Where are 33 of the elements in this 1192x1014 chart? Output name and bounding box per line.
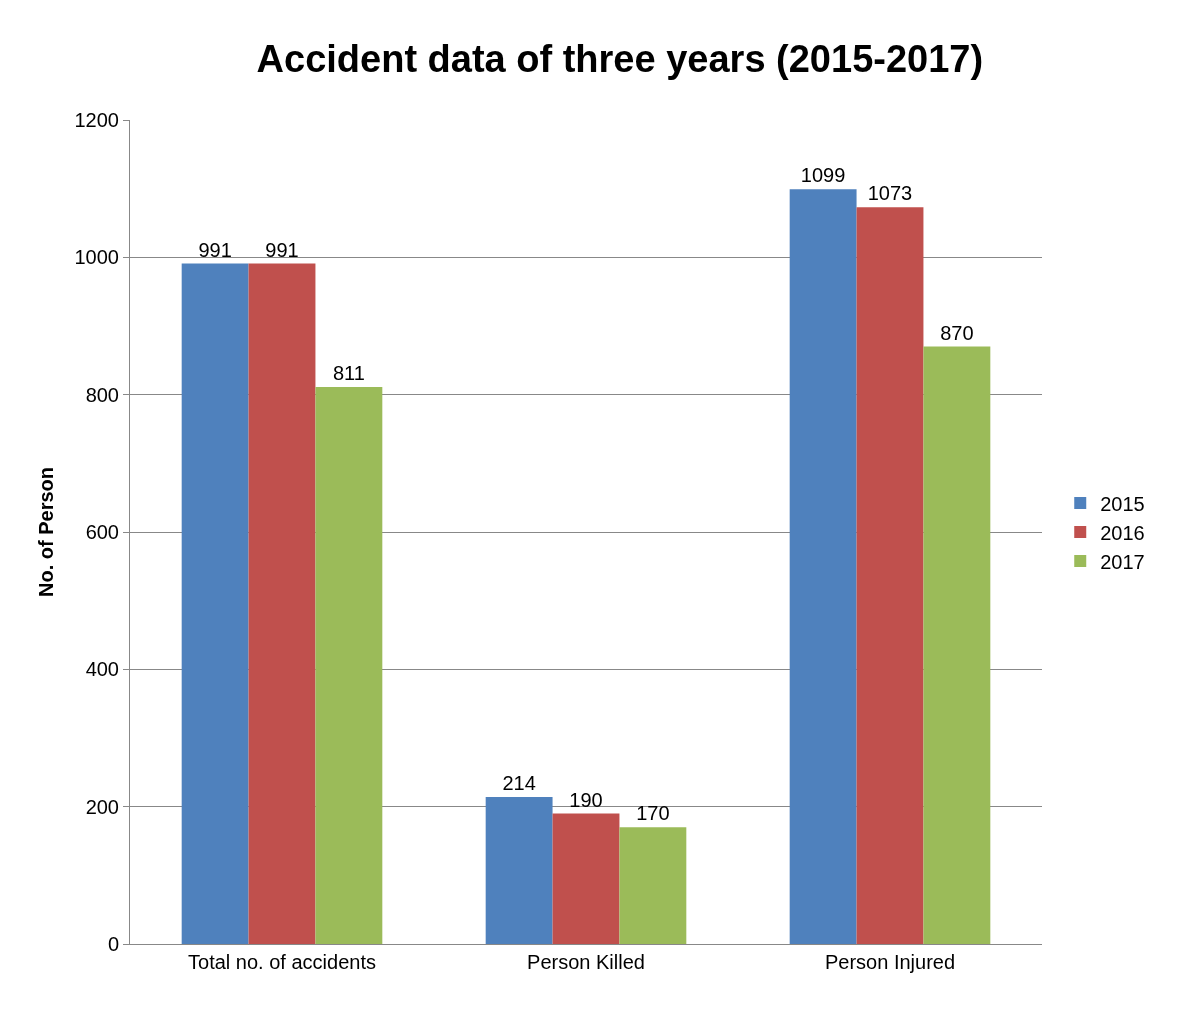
x-tick-label: Person Injured bbox=[824, 951, 956, 973]
data-label: 1099 bbox=[800, 164, 846, 187]
data-label: 991 bbox=[198, 238, 232, 261]
legend-label: 2016 bbox=[1100, 521, 1145, 544]
y-tick-label: 600 bbox=[85, 521, 119, 543]
bar bbox=[619, 827, 687, 944]
legend-label: 2017 bbox=[1100, 550, 1145, 573]
bar bbox=[315, 387, 383, 944]
bar bbox=[789, 189, 857, 944]
bar bbox=[856, 207, 924, 944]
data-label: 811 bbox=[332, 362, 365, 385]
data-label: 991 bbox=[265, 238, 299, 261]
y-tick-label: 1000 bbox=[74, 246, 119, 269]
data-label: 170 bbox=[636, 802, 670, 825]
y-tick-label: 400 bbox=[85, 658, 119, 681]
bar bbox=[181, 263, 249, 944]
x-tick-label: Total no. of accidents bbox=[188, 951, 376, 973]
data-label: 214 bbox=[502, 772, 536, 795]
data-label: 1073 bbox=[867, 182, 913, 205]
bar bbox=[923, 346, 991, 944]
data-label: 870 bbox=[940, 321, 974, 344]
y-axis-title: No. of Person bbox=[35, 466, 57, 598]
legend-label: 2015 bbox=[1100, 492, 1145, 515]
y-tick-label: 0 bbox=[107, 933, 119, 955]
y-tick-label: 200 bbox=[85, 795, 119, 818]
bar bbox=[248, 263, 316, 944]
data-label: 190 bbox=[569, 788, 603, 811]
chart-title: Accident data of three years (2015-2017) bbox=[256, 38, 984, 81]
bar bbox=[485, 797, 553, 944]
x-tick-label: Person Killed bbox=[527, 951, 645, 973]
y-tick-label: 1200 bbox=[74, 109, 119, 131]
y-tick-label: 800 bbox=[85, 383, 119, 406]
bar bbox=[552, 813, 620, 944]
